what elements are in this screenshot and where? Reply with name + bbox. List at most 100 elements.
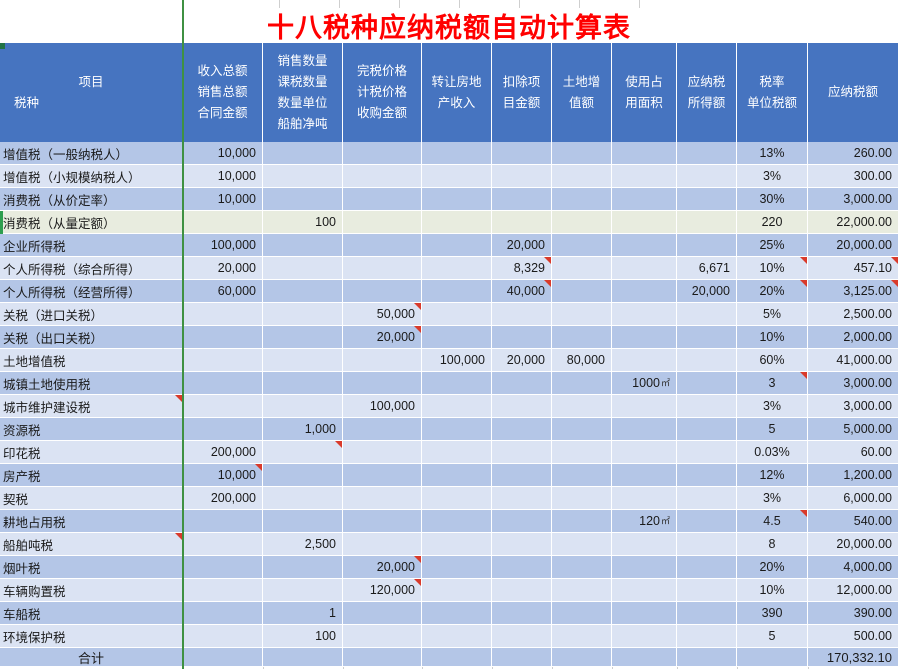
value-cell[interactable]: 100 [263, 625, 343, 648]
value-cell[interactable] [343, 372, 422, 395]
value-cell[interactable] [183, 326, 263, 349]
value-cell[interactable] [552, 579, 612, 602]
value-cell[interactable] [263, 464, 343, 487]
value-cell[interactable]: 0.03% [737, 441, 808, 464]
value-cell[interactable]: 10,000 [183, 165, 263, 188]
value-cell[interactable] [422, 257, 492, 280]
value-cell[interactable]: 8 [737, 533, 808, 556]
value-cell[interactable] [612, 441, 677, 464]
value-cell[interactable] [343, 257, 422, 280]
value-cell[interactable] [552, 533, 612, 556]
value-cell[interactable]: 3,125.00 [808, 280, 898, 303]
value-cell[interactable] [552, 234, 612, 257]
value-cell[interactable] [677, 234, 737, 257]
value-cell[interactable] [183, 349, 263, 372]
value-cell[interactable]: 10,000 [183, 142, 263, 165]
value-cell[interactable] [183, 510, 263, 533]
value-cell[interactable] [612, 533, 677, 556]
tax-name-cell[interactable]: 企业所得税 [0, 234, 183, 257]
value-cell[interactable] [263, 579, 343, 602]
value-cell[interactable]: 20% [737, 556, 808, 579]
value-cell[interactable] [263, 142, 343, 165]
value-cell[interactable]: 100,000 [343, 395, 422, 418]
value-cell[interactable] [422, 211, 492, 234]
value-cell[interactable]: 2,500.00 [808, 303, 898, 326]
value-cell[interactable] [612, 234, 677, 257]
value-cell[interactable]: 200,000 [183, 441, 263, 464]
value-cell[interactable] [552, 142, 612, 165]
value-cell[interactable]: 1 [263, 602, 343, 625]
tax-name-cell[interactable]: 土地增值税 [0, 349, 183, 372]
value-cell[interactable]: 13% [737, 142, 808, 165]
value-cell[interactable]: 5,000.00 [808, 418, 898, 441]
value-cell[interactable] [492, 533, 552, 556]
value-cell[interactable]: 390 [737, 602, 808, 625]
tax-name-cell[interactable]: 关税（进口关税） [0, 303, 183, 326]
value-cell[interactable] [612, 211, 677, 234]
header-cell[interactable]: 收入总额 销售总额 合同金额 [183, 43, 263, 142]
value-cell[interactable] [343, 280, 422, 303]
value-cell[interactable] [263, 487, 343, 510]
tax-name-cell[interactable]: 船舶吨税 [0, 533, 183, 556]
value-cell[interactable] [263, 372, 343, 395]
value-cell[interactable] [552, 441, 612, 464]
value-cell[interactable] [422, 188, 492, 211]
value-cell[interactable] [552, 625, 612, 648]
value-cell[interactable] [677, 372, 737, 395]
value-cell[interactable]: 3,000.00 [808, 372, 898, 395]
value-cell[interactable] [612, 326, 677, 349]
value-cell[interactable] [492, 303, 552, 326]
value-cell[interactable]: 41,000.00 [808, 349, 898, 372]
value-cell[interactable] [422, 303, 492, 326]
value-cell[interactable]: 220 [737, 211, 808, 234]
value-cell[interactable] [263, 510, 343, 533]
value-cell[interactable] [263, 303, 343, 326]
value-cell[interactable] [183, 211, 263, 234]
value-cell[interactable] [343, 533, 422, 556]
value-cell[interactable] [343, 165, 422, 188]
tax-name-cell[interactable]: 车船税 [0, 602, 183, 625]
value-cell[interactable] [677, 349, 737, 372]
value-cell[interactable] [612, 165, 677, 188]
value-cell[interactable] [343, 602, 422, 625]
value-cell[interactable] [343, 625, 422, 648]
value-cell[interactable] [492, 418, 552, 441]
value-cell[interactable] [422, 625, 492, 648]
value-cell[interactable]: 20,000 [343, 326, 422, 349]
value-cell[interactable] [552, 188, 612, 211]
value-cell[interactable] [422, 579, 492, 602]
value-cell[interactable] [492, 556, 552, 579]
value-cell[interactable] [263, 234, 343, 257]
value-cell[interactable] [677, 510, 737, 533]
tax-name-cell[interactable]: 增值税（一般纳税人） [0, 142, 183, 165]
value-cell[interactable]: 5% [737, 303, 808, 326]
value-cell[interactable] [422, 533, 492, 556]
value-cell[interactable] [343, 510, 422, 533]
value-cell[interactable] [183, 602, 263, 625]
value-cell[interactable] [422, 648, 492, 667]
total-label-cell[interactable]: 合计 [0, 648, 183, 667]
value-cell[interactable]: 1,000 [263, 418, 343, 441]
header-cell[interactable]: 使用占 用面积 [612, 43, 677, 142]
value-cell[interactable] [612, 602, 677, 625]
tax-name-cell[interactable]: 增值税（小规模纳税人） [0, 165, 183, 188]
header-cell[interactable]: 应纳税 所得额 [677, 43, 737, 142]
value-cell[interactable] [552, 303, 612, 326]
value-cell[interactable] [677, 602, 737, 625]
value-cell[interactable] [343, 142, 422, 165]
value-cell[interactable]: 60,000 [183, 280, 263, 303]
value-cell[interactable] [492, 165, 552, 188]
value-cell[interactable]: 20,000.00 [808, 234, 898, 257]
value-cell[interactable]: 20,000 [343, 556, 422, 579]
value-cell[interactable]: 12,000.00 [808, 579, 898, 602]
tax-name-cell[interactable]: 个人所得税（综合所得） [0, 257, 183, 280]
title-row[interactable]: 十八税种应纳税额自动计算表 [0, 8, 898, 43]
value-cell[interactable] [552, 280, 612, 303]
value-cell[interactable] [677, 556, 737, 579]
value-cell[interactable] [263, 280, 343, 303]
value-cell[interactable] [612, 280, 677, 303]
value-cell[interactable] [612, 648, 677, 667]
value-cell[interactable] [552, 165, 612, 188]
value-cell[interactable]: 3 [737, 372, 808, 395]
value-cell[interactable]: 10% [737, 257, 808, 280]
